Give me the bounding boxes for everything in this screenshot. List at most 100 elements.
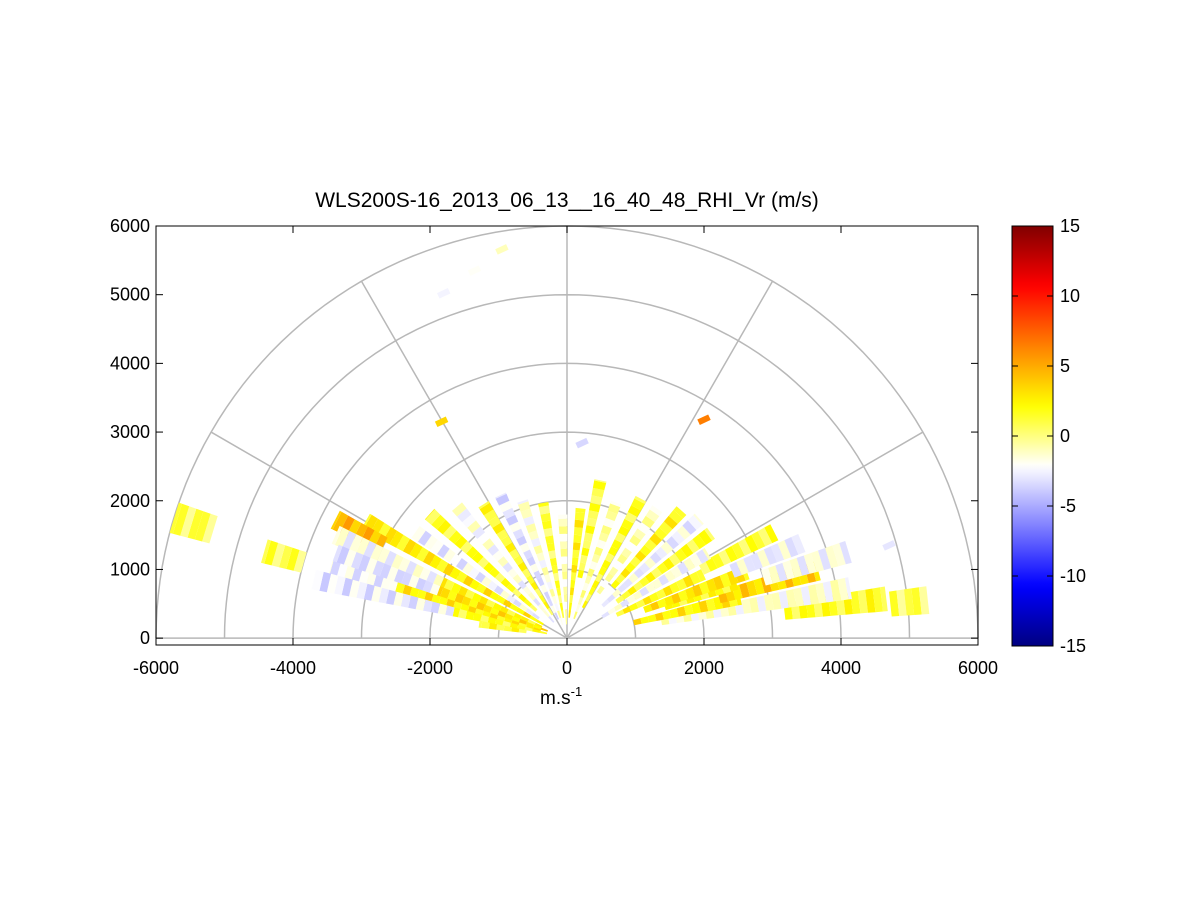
velocity-gate [436, 586, 444, 598]
velocity-gate [457, 586, 468, 598]
velocity-gate [600, 579, 610, 589]
velocity-gate [494, 572, 506, 583]
velocity-gate [533, 624, 541, 630]
velocity-gate [736, 558, 749, 576]
velocity-gate [575, 507, 586, 513]
velocity-gate [518, 593, 527, 603]
velocity-gate [518, 628, 527, 634]
velocity-gate [857, 589, 868, 614]
velocity-gate [791, 534, 806, 555]
velocity-gate [610, 579, 620, 589]
velocity-gate [512, 588, 522, 598]
velocity-gate [639, 586, 650, 597]
velocity-gate [605, 510, 618, 522]
velocity-gate [538, 502, 549, 508]
velocity-gate [558, 526, 568, 534]
velocity-gate [488, 515, 501, 528]
velocity-gate [712, 575, 725, 590]
velocity-gate [649, 592, 660, 603]
velocity-gate [601, 559, 611, 570]
velocity-gate [771, 592, 782, 610]
velocity-gate [645, 509, 660, 523]
velocity-gate [326, 573, 339, 594]
velocity-gate [673, 506, 687, 519]
velocity-gate [659, 521, 673, 535]
x-tick-label: -2000 [407, 658, 453, 678]
velocity-gate [608, 566, 619, 577]
velocity-gate [397, 557, 411, 574]
velocity-gate [557, 610, 562, 619]
velocity-gate [810, 550, 824, 572]
velocity-gate [442, 563, 455, 576]
velocity-gate [591, 553, 601, 564]
velocity-pixel [697, 414, 711, 425]
x-tick-label: 2000 [684, 658, 724, 678]
velocity-gate [449, 553, 462, 567]
velocity-gate [911, 587, 922, 615]
velocity-gate [349, 579, 361, 598]
velocity-gate [561, 556, 568, 565]
velocity-gate [452, 607, 460, 618]
colorbar-tick-label: 15 [1060, 216, 1080, 236]
velocity-gate [548, 550, 556, 559]
velocity-gate [656, 588, 667, 600]
velocity-gate [543, 601, 550, 610]
velocity-gate [724, 546, 738, 563]
velocity-gate [448, 530, 462, 544]
velocity-gate [680, 543, 694, 558]
velocity-gate [393, 591, 404, 607]
velocity-gate [424, 535, 438, 550]
velocity-gate [556, 587, 562, 596]
velocity-gate [655, 546, 668, 559]
velocity-gate [549, 557, 558, 567]
velocity-gate [698, 560, 711, 575]
velocity-gate [630, 556, 641, 568]
colorbar-ticks: 15 10 5 0 -5 -10 -15 [1012, 216, 1086, 656]
velocity-gate [550, 605, 557, 614]
velocity-gate [832, 543, 846, 567]
velocity-gate [850, 590, 861, 614]
velocity-gate [547, 607, 554, 616]
velocity-gate [202, 513, 218, 544]
velocity-gate [431, 514, 446, 530]
velocity-gate [591, 487, 605, 498]
velocity-gate [572, 549, 580, 558]
velocity-gate [637, 522, 651, 535]
velocity-gate [631, 498, 645, 511]
velocity-gate [472, 526, 486, 539]
colorbar-tick-label: -5 [1060, 496, 1076, 516]
velocity-gate [563, 594, 568, 602]
velocity-gate [411, 526, 426, 542]
velocity-gate [409, 543, 423, 559]
velocity-gate [496, 595, 506, 605]
velocity-gate [334, 527, 350, 548]
velocity-gate [533, 598, 541, 607]
velocity-gate [439, 587, 451, 600]
velocity-gate [617, 583, 627, 593]
chart-title: WLS200S-16_2013_06_13__16_40_48_RHI_Vr (… [315, 189, 819, 212]
velocity-gate [664, 595, 674, 606]
velocity-gate [632, 590, 643, 601]
velocity-gate [539, 630, 548, 635]
velocity-gate [495, 493, 510, 506]
velocity-gate [404, 560, 417, 576]
velocity-gate [564, 609, 568, 617]
velocity-gate [627, 505, 642, 517]
velocity-gate [633, 618, 642, 626]
velocity-gate [588, 586, 596, 596]
velocity-gate [464, 589, 475, 600]
y-tick-label: 3000 [110, 422, 150, 442]
velocity-gate [497, 556, 509, 567]
velocity-gate [379, 563, 392, 580]
velocity-gate [506, 609, 516, 617]
velocity-gate [523, 549, 533, 560]
velocity-gate [502, 599, 512, 608]
velocity-gate [698, 529, 713, 545]
velocity-gate [622, 606, 632, 614]
velocity-gate [538, 594, 546, 603]
velocity-gate [601, 611, 610, 619]
velocity-gate [570, 579, 576, 588]
velocity-gate [623, 578, 633, 588]
velocity-gate [580, 589, 587, 599]
velocity-gate [332, 544, 343, 564]
